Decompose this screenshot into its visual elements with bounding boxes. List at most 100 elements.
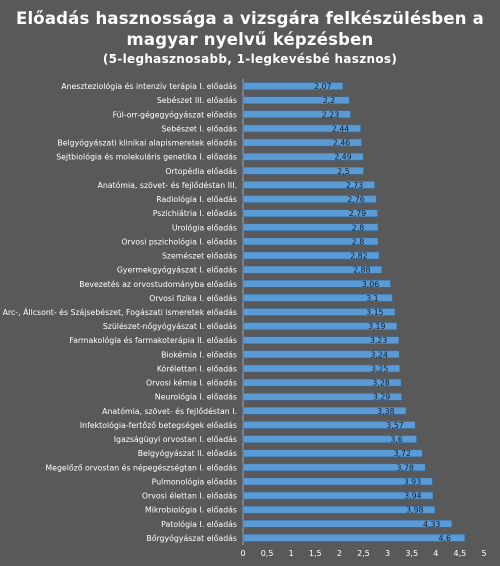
bar <box>242 421 416 429</box>
bar <box>242 520 452 528</box>
category-label: Igazságügyi orvostan I. előadás <box>114 435 237 444</box>
x-tick-label: 2 <box>337 549 342 558</box>
category-label: Pszichiátria I. előadás <box>153 209 237 218</box>
bar <box>242 336 399 344</box>
x-tick-label: 1,5 <box>309 549 322 558</box>
data-label: 2,23 <box>322 110 339 119</box>
data-label: 3,72 <box>394 449 411 458</box>
data-label: 3,78 <box>397 463 414 472</box>
data-label: 2,46 <box>333 139 350 148</box>
category-label: Pulmonológia előadás <box>152 477 237 486</box>
x-tick-label: 4,5 <box>454 549 467 558</box>
bar <box>242 124 361 133</box>
category-label: Gyermekgyógyászat I. előadás <box>117 266 237 275</box>
bar <box>242 209 378 217</box>
bar <box>242 294 393 302</box>
data-label: 3,28 <box>372 379 389 388</box>
category-label: Orvosi fizika I. előadás <box>149 294 237 303</box>
data-label: 3,93 <box>404 477 421 486</box>
bar <box>242 251 380 260</box>
category-label: Arc-, Állcsont- és Szájsebészet, Fogásza… <box>3 308 237 317</box>
bar <box>242 237 379 246</box>
category-label: Infektológia-fertőző betegségek előadás <box>80 421 237 430</box>
bar <box>242 463 426 472</box>
bar <box>242 378 402 387</box>
data-label: 3,29 <box>373 393 390 402</box>
data-label: 3,06 <box>362 280 379 289</box>
category-label: Orvosi pszichológia I. előadás <box>121 237 237 246</box>
category-label: Radiológia I. előadás <box>156 195 237 204</box>
bar <box>242 477 433 486</box>
data-label: 3,23 <box>370 336 387 345</box>
bar <box>242 223 379 231</box>
bar <box>242 534 465 542</box>
bar <box>242 265 383 274</box>
category-label: Sebészet I. előadás <box>161 124 237 133</box>
data-label: 2,82 <box>350 252 367 261</box>
x-tick-label: 4 <box>433 549 438 558</box>
bar <box>242 449 423 457</box>
data-label: 3,24 <box>370 350 387 359</box>
category-label: Anatómia, szövet- és fejlődéstan I. <box>102 407 237 416</box>
bar <box>242 350 400 359</box>
data-label: 3,6 <box>390 435 402 444</box>
bar <box>242 322 397 330</box>
x-tick-label: 5 <box>481 549 486 558</box>
bar <box>242 82 343 90</box>
category-label: Megelőző orvostan és népegészségtan I. e… <box>45 463 237 472</box>
data-label: 3,98 <box>406 506 423 515</box>
x-tick-label: 0,5 <box>261 549 274 558</box>
category-label: Szülészet-nőgyógyászat I. előadás <box>103 322 237 331</box>
bar <box>242 96 350 104</box>
data-label: 3,38 <box>377 407 394 416</box>
category-label: Bevezetés az orvostudományba előadás <box>79 280 237 289</box>
data-label: 2,79 <box>349 209 366 218</box>
bar <box>242 505 436 514</box>
x-tick-label: 2,5 <box>357 549 370 558</box>
bar <box>242 308 396 316</box>
category-label: Ortopédia előadás <box>165 167 237 176</box>
x-tick-label: 1 <box>289 549 294 558</box>
category-label: Farmakológia és farmakoterápia II. előad… <box>69 336 237 345</box>
bar <box>242 280 391 288</box>
chart-subtitle: (5-leghasznosabb, 1-legkevésbé hasznos) <box>102 52 398 66</box>
data-label: 3,57 <box>386 421 403 430</box>
bar <box>242 195 377 203</box>
data-label: 2,8 <box>352 237 364 246</box>
bar <box>242 110 351 119</box>
bar <box>242 407 407 415</box>
category-label: Belgyógyászat II. előadás <box>138 449 237 458</box>
data-label: 2,07 <box>314 82 331 91</box>
bar <box>242 393 402 401</box>
data-label: 3,19 <box>368 322 385 331</box>
bar <box>242 152 364 161</box>
data-label: 2,88 <box>353 266 370 275</box>
bar <box>242 435 417 443</box>
x-tick-label: 0 <box>240 549 245 558</box>
data-label: 4,6 <box>439 534 451 543</box>
bar <box>242 491 434 500</box>
category-label: Orvosi élettan I. előadás <box>142 492 237 501</box>
data-label: 2,49 <box>334 153 351 162</box>
data-label: 2,2 <box>323 96 335 105</box>
bar <box>242 167 364 175</box>
category-label: Mikrobiológia I. előadás <box>145 506 237 515</box>
category-label: Szemészet előadás <box>162 252 237 261</box>
category-label: Fül-orr-gégegyógyászat előadás <box>113 110 237 119</box>
chart-title-line-1: Előadás hasznossága a vizsgára felkészül… <box>15 9 485 28</box>
data-label: 2,44 <box>332 124 349 133</box>
data-label: 2,73 <box>346 181 363 190</box>
category-label: Urológia előadás <box>172 223 237 232</box>
category-label: Biokémia I. előadás <box>161 350 237 359</box>
category-label: Neurológia I. előadás <box>155 393 237 402</box>
data-label: 3,25 <box>371 364 388 373</box>
category-label: Orvosi kémia I. előadás <box>146 379 237 388</box>
category-label: Belgyógyászati klinikai alapismeretek el… <box>57 139 237 148</box>
data-label: 2,5 <box>337 167 349 176</box>
data-label: 3,15 <box>366 308 383 317</box>
category-label: Anatómia, szövet- és fejlődéstan III. <box>98 181 237 190</box>
category-label: Kórélettan I. előadás <box>157 364 237 373</box>
x-tick-label: 3 <box>385 549 390 558</box>
bar <box>242 181 375 189</box>
category-label: Patológia I. előadás <box>161 520 237 529</box>
